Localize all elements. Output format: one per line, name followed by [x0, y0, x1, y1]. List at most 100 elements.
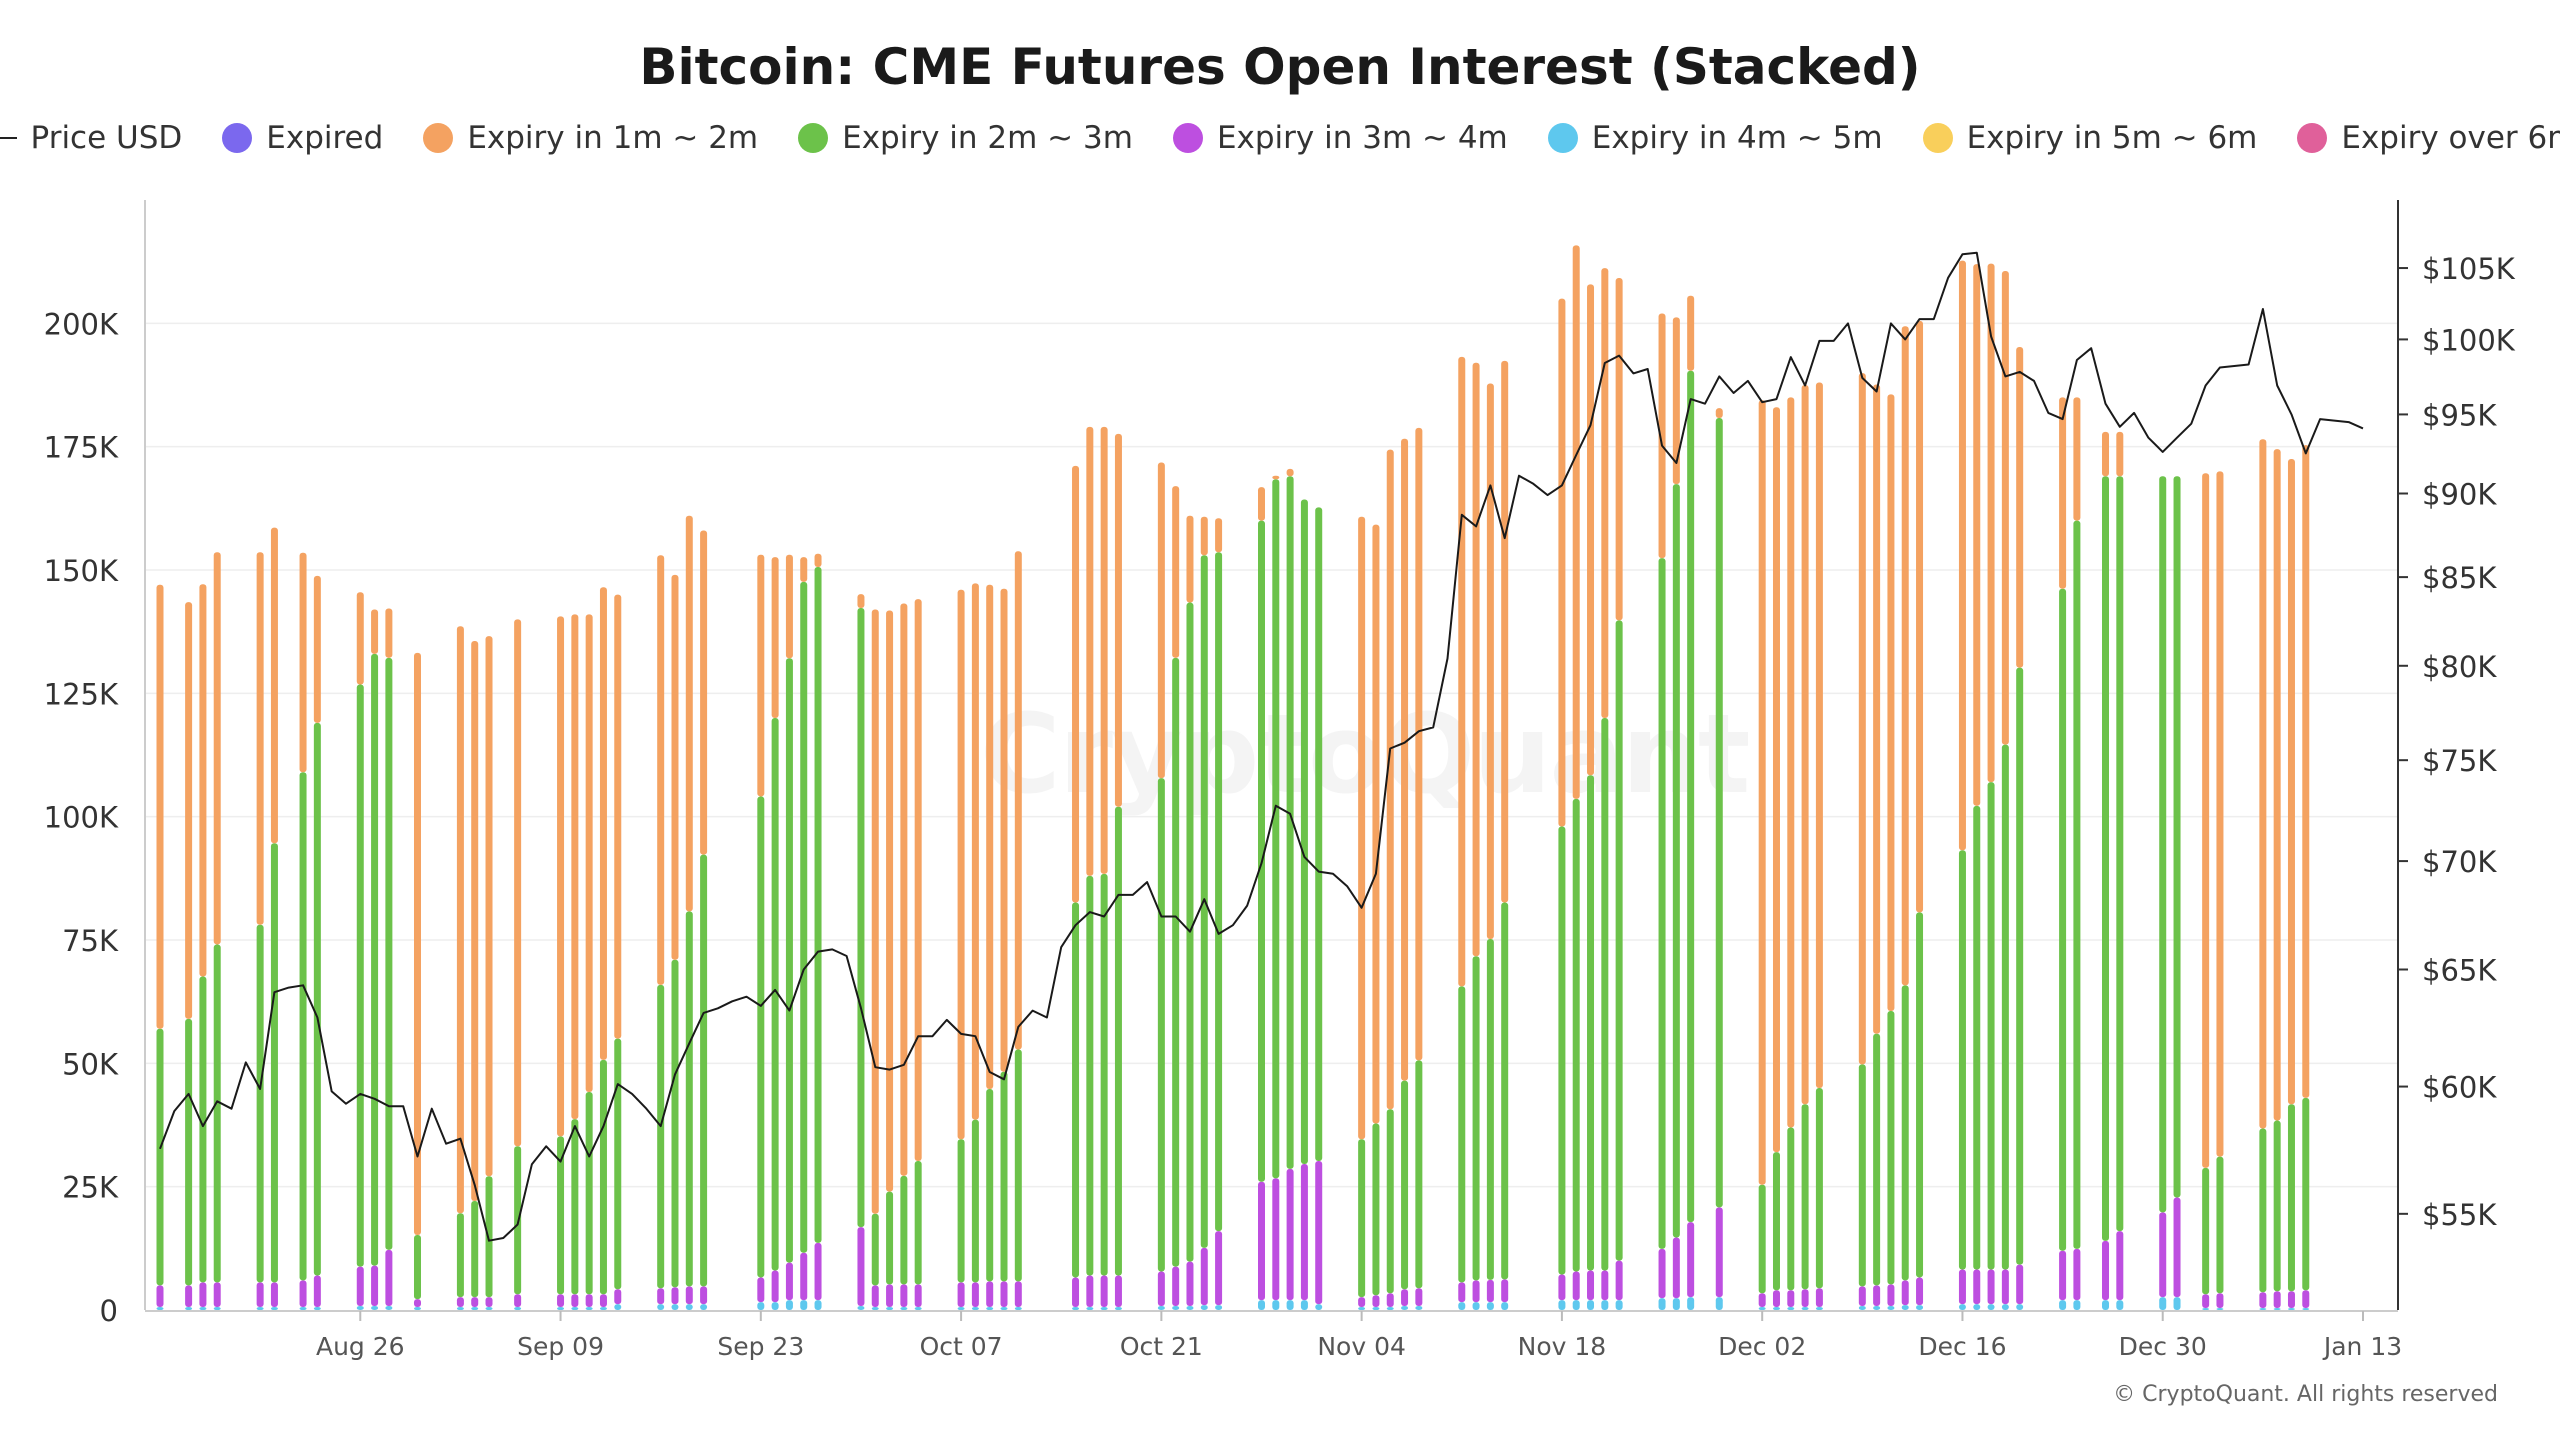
bar-segment — [299, 1307, 307, 1310]
bar-segment — [413, 652, 421, 1236]
bar-segment — [1215, 552, 1223, 1232]
bar-segment — [2102, 476, 2110, 1241]
bar-segment — [356, 1306, 364, 1310]
bar-segment — [599, 1294, 607, 1308]
bar-segment — [270, 527, 278, 844]
bar-segment — [1258, 520, 1265, 1182]
bar-segment — [1587, 284, 1595, 776]
bar-segment — [1958, 850, 1966, 1270]
bar-segment — [585, 1091, 593, 1295]
bar-segment — [1572, 245, 1580, 799]
bar-segment — [270, 1282, 278, 1308]
legend-item[interactable]: Expiry in 1m ~ 2m — [423, 120, 758, 156]
bar-segment — [914, 1284, 922, 1308]
legend-item[interactable]: Expired — [222, 120, 383, 156]
bar-segment — [757, 796, 765, 1278]
legend-item[interactable]: Expiry in 4m ~ 5m — [1547, 120, 1883, 156]
bar-segment — [1172, 1306, 1180, 1310]
bar-segment — [1358, 516, 1366, 1140]
bar-segment — [1987, 1269, 1995, 1305]
bar-segment — [1000, 588, 1008, 1072]
bar-segment — [1358, 1307, 1366, 1310]
bar-segment — [156, 1307, 164, 1310]
legend-item[interactable]: Expiry in 2m ~ 3m — [798, 120, 1133, 156]
bar-segment — [1658, 313, 1666, 559]
y-left-tick-label: 125K — [44, 677, 119, 711]
chart-title: Bitcoin: CME Futures Open Interest (Stac… — [639, 38, 1921, 96]
copyright-footer: © CryptoQuant. All rights reserved — [2113, 1382, 2498, 1407]
bar-segment — [1887, 1284, 1895, 1307]
bar-segment — [1501, 1302, 1509, 1310]
legend-item[interactable]: Price USD — [0, 120, 182, 156]
bar-segment — [1587, 775, 1595, 1271]
bar-segment — [785, 658, 793, 1263]
bar-segment — [986, 1281, 994, 1308]
bar-segment — [771, 557, 779, 718]
bar-segment — [1772, 407, 1780, 1153]
bar-segment — [2287, 1291, 2295, 1309]
y-left-tick-label: 0 — [100, 1294, 118, 1328]
bar-segment — [1601, 1270, 1609, 1301]
bar-segment — [256, 924, 264, 1283]
bar-segment — [2216, 1293, 2224, 1309]
bar-segment — [313, 1307, 321, 1310]
bar-segment — [771, 1270, 779, 1303]
bar-segment — [1687, 295, 1695, 371]
bar-segment — [1687, 1222, 1695, 1298]
bar-segment — [1858, 1286, 1866, 1307]
bar-segment — [156, 584, 164, 1029]
bar-segment — [814, 1242, 822, 1301]
bar-segment — [1014, 551, 1022, 1050]
bar-segment — [1687, 370, 1695, 1223]
bar-segment — [1315, 1304, 1323, 1310]
legend-item[interactable]: Expiry in 3m ~ 4m — [1172, 120, 1508, 156]
x-tick-label: Sep 23 — [717, 1332, 804, 1361]
bar-segment — [671, 959, 679, 1288]
legend: Price USD Expired Expiry in 1m ~ 2m Expiry … — [0, 120, 2560, 156]
bar-segment — [1987, 782, 1995, 1270]
bar-segment — [871, 609, 879, 1214]
bar-segment — [557, 1136, 565, 1295]
bar-segment — [1758, 400, 1766, 1185]
bar-segment — [1114, 433, 1122, 807]
bar-segment — [871, 1307, 879, 1310]
bar-segment — [2173, 1297, 2181, 1310]
bar-segment — [571, 1294, 579, 1308]
bar-segment — [199, 584, 207, 977]
bar-segment — [599, 587, 607, 1060]
bar-segment — [814, 567, 822, 1243]
bar-segment — [2073, 1248, 2081, 1301]
bar-segment — [757, 554, 765, 797]
legend-dot-swatch — [423, 123, 454, 153]
bar-segment — [700, 530, 708, 855]
bar-segment — [1715, 408, 1723, 419]
bar-segment — [1916, 320, 1924, 913]
bar-segment — [1901, 1305, 1909, 1310]
bar-segment — [785, 554, 793, 659]
bar-segment — [971, 1307, 979, 1310]
bar-segment — [886, 1307, 894, 1310]
bar-segment — [585, 1307, 593, 1310]
bar-segment — [957, 1139, 965, 1283]
bar-segment — [1787, 1127, 1795, 1291]
legend-item[interactable]: Expiry in 5m ~ 6m — [1922, 120, 2257, 156]
bar-segment — [2287, 1308, 2295, 1310]
bar-segment — [471, 641, 479, 1201]
bar-segment — [1815, 1088, 1823, 1289]
legend-item[interactable]: Expiry over 6m — [2297, 120, 2560, 156]
bar-segment — [2001, 1269, 2009, 1305]
bar-segment — [2116, 1231, 2124, 1301]
bar-segment — [800, 581, 808, 1253]
bar-segment — [1286, 476, 1294, 1169]
bar-segment — [299, 1280, 307, 1308]
bar-segment — [1258, 1181, 1265, 1301]
bar-segment — [1157, 778, 1165, 1272]
bar-segment — [1672, 1298, 1680, 1310]
bar-segment — [1687, 1297, 1695, 1310]
bar-segment — [1114, 806, 1122, 1276]
legend-label: Expiry over 6m — [2341, 120, 2560, 156]
bar-segment — [2273, 449, 2281, 1121]
bar-segment — [2059, 1300, 2067, 1310]
bar-segment — [456, 1307, 464, 1310]
bar-segment — [957, 1282, 965, 1308]
